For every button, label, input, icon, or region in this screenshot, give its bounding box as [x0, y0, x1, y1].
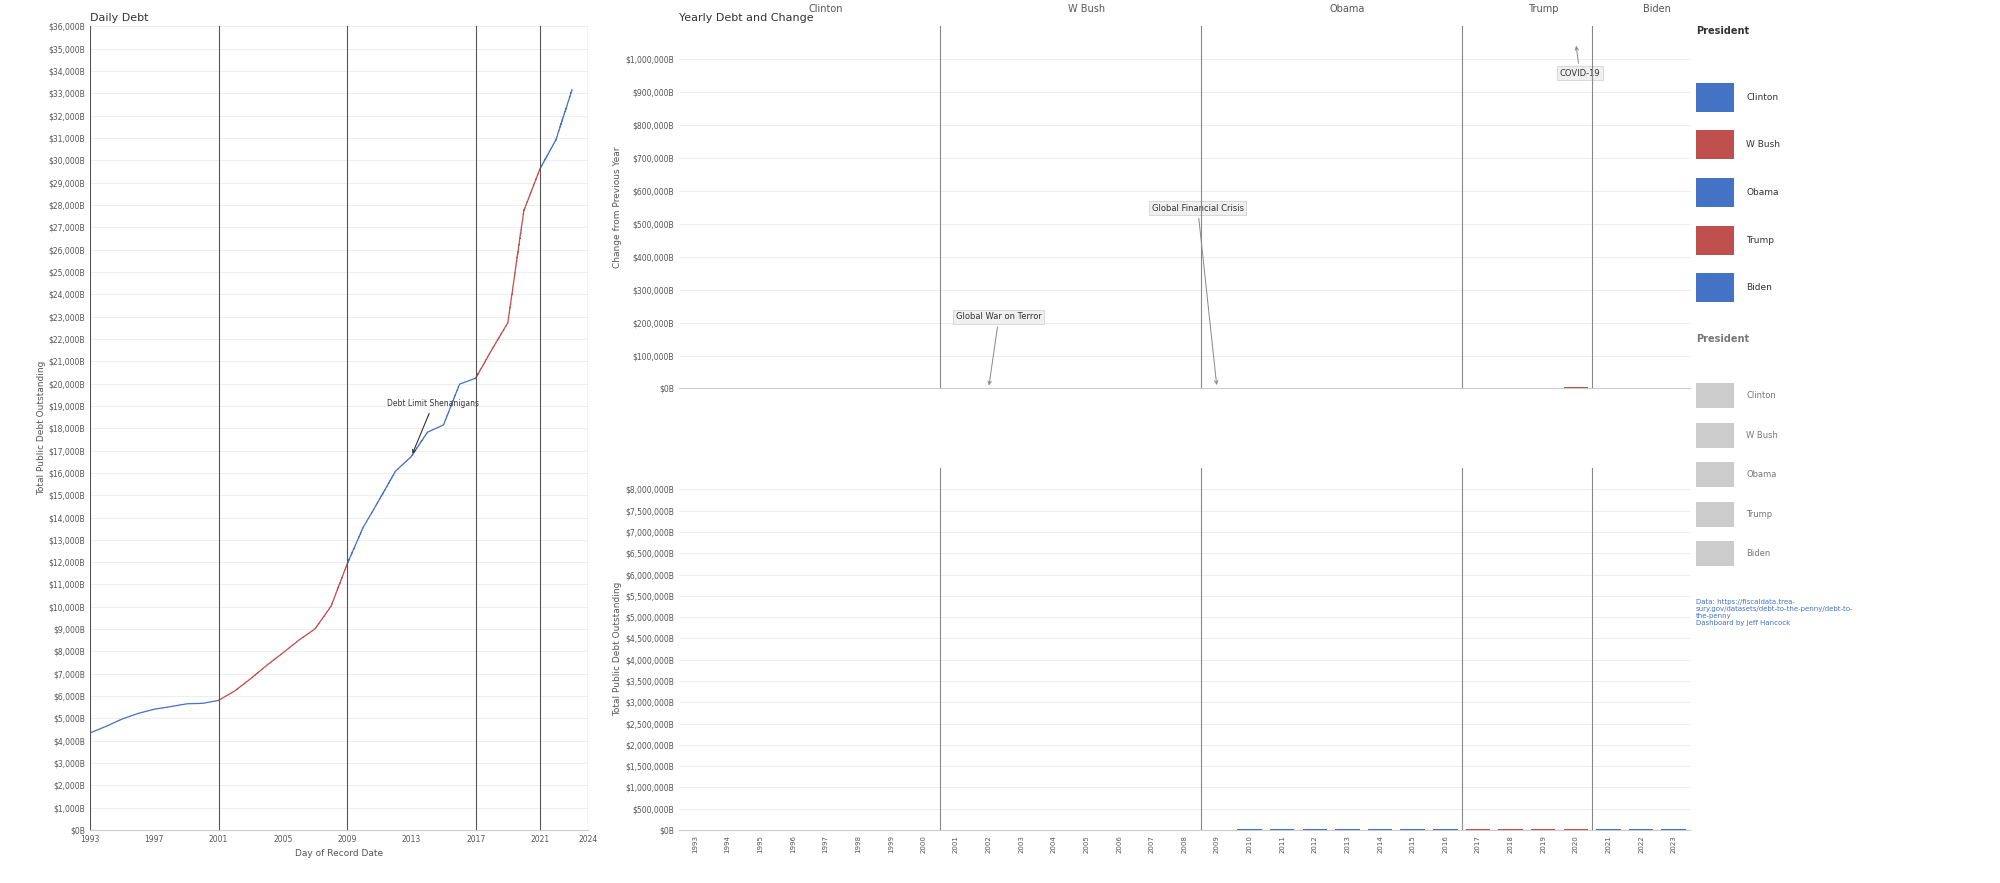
Bar	[1564, 829, 1588, 830]
Bar	[1696, 502, 1734, 526]
Text: Obama: Obama	[1746, 471, 1776, 479]
Text: Obama: Obama	[1746, 188, 1778, 197]
Text: Global War on Terror: Global War on Terror	[956, 313, 1042, 384]
Y-axis label: Total Public Debt Outstanding: Total Public Debt Outstanding	[36, 361, 46, 495]
X-axis label: Day of Record Date: Day of Record Date	[294, 849, 384, 858]
Bar	[1662, 828, 1686, 830]
Bar	[1596, 829, 1620, 830]
Text: President: President	[1696, 26, 1750, 36]
Bar	[1696, 178, 1734, 207]
Text: Clinton: Clinton	[808, 4, 842, 14]
Text: President: President	[1696, 334, 1750, 343]
Bar	[1696, 226, 1734, 254]
Bar	[1628, 829, 1654, 830]
Bar	[1696, 383, 1734, 408]
Y-axis label: Total Public Debt Outstanding: Total Public Debt Outstanding	[614, 582, 622, 716]
Bar	[1498, 829, 1522, 830]
Bar	[1696, 130, 1734, 159]
Bar	[1564, 387, 1588, 389]
Bar	[1696, 82, 1734, 111]
Text: W Bush: W Bush	[1746, 431, 1778, 440]
Text: Clinton: Clinton	[1746, 391, 1776, 400]
Text: Global Financial Crisis: Global Financial Crisis	[1152, 204, 1244, 384]
Text: Biden: Biden	[1746, 549, 1770, 558]
Bar	[1696, 463, 1734, 487]
Y-axis label: Change from Previous Year: Change from Previous Year	[614, 147, 622, 268]
Text: Trump: Trump	[1746, 509, 1772, 518]
Text: Trump: Trump	[1528, 4, 1558, 14]
Text: Data: https://fiscaldata.trea-
sury.gov/datasets/debt-to-the-penny/debt-to-
the-: Data: https://fiscaldata.trea- sury.gov/…	[1696, 600, 1854, 626]
Text: Debt Limit Shenanigans: Debt Limit Shenanigans	[388, 399, 480, 453]
Text: Obama: Obama	[1330, 4, 1366, 14]
Text: Trump: Trump	[1746, 236, 1774, 245]
Text: Clinton: Clinton	[1746, 93, 1778, 102]
Text: Yearly Debt and Change: Yearly Debt and Change	[678, 13, 814, 23]
Text: COVID-19: COVID-19	[1560, 47, 1600, 78]
Text: W Bush: W Bush	[1746, 140, 1780, 149]
Bar	[1696, 274, 1734, 303]
Text: W Bush: W Bush	[1068, 4, 1106, 14]
Bar	[1530, 829, 1556, 830]
Text: Biden: Biden	[1746, 283, 1772, 292]
Bar	[1696, 423, 1734, 448]
Text: Daily Debt: Daily Debt	[90, 13, 148, 23]
Bar	[1696, 541, 1734, 566]
Text: Biden: Biden	[1644, 4, 1672, 14]
